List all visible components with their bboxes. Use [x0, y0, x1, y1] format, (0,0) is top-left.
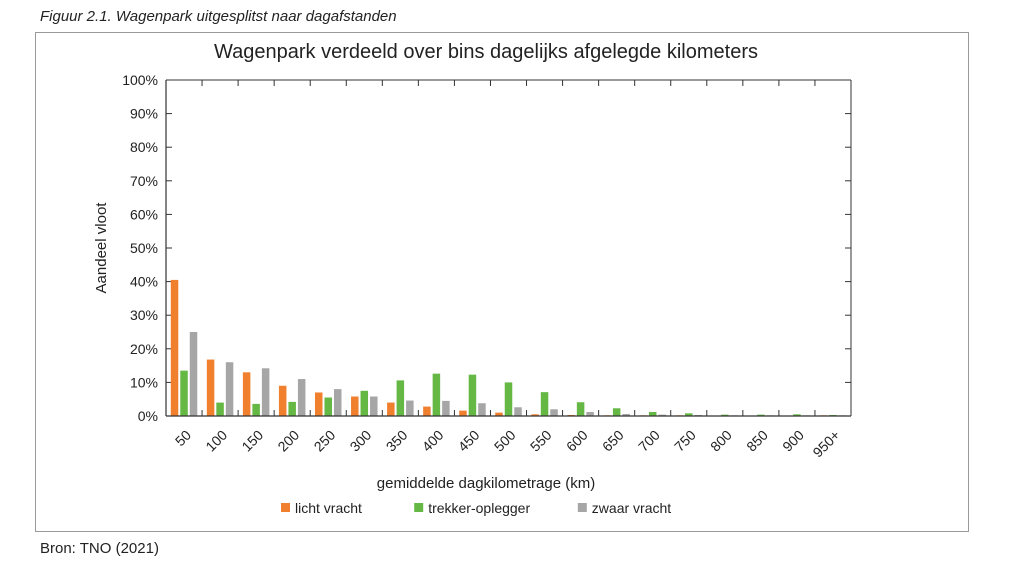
- x-tick-label: 150: [238, 427, 266, 455]
- bar-licht-vracht-400: [423, 406, 431, 416]
- legend-swatch: [281, 503, 290, 512]
- y-tick-label: 80%: [130, 139, 158, 155]
- bar-zwaar-vracht-550: [550, 409, 558, 416]
- bar-trekker-oplegger-400: [432, 373, 441, 416]
- chart-title: Wagenpark verdeeld over bins dagelijks a…: [214, 41, 758, 63]
- bar-zwaar-vracht-400: [442, 400, 450, 416]
- x-tick-label: 100: [202, 427, 230, 455]
- bar-zwaar-vracht-500: [514, 407, 522, 416]
- bar-trekker-oplegger-200: [288, 401, 296, 416]
- bar-zwaar-vracht-150: [261, 368, 270, 416]
- x-tick-label: 450: [455, 427, 483, 455]
- source-note: Bron: TNO (2021): [40, 540, 159, 557]
- x-tick-label: 950+: [809, 427, 843, 461]
- bar-trekker-oplegger-700: [648, 411, 657, 416]
- y-tick-label: 10%: [130, 374, 158, 390]
- y-tick-label: 70%: [130, 173, 158, 189]
- x-tick-label: 350: [383, 427, 411, 455]
- bar-trekker-oplegger-300: [360, 390, 369, 416]
- bar-licht-vracht-450: [459, 410, 467, 416]
- figure-caption: Figuur 2.1. Wagenpark uitgesplitst naar …: [40, 8, 397, 25]
- bar-trekker-oplegger-600: [576, 402, 585, 416]
- bar-licht-vracht-300: [351, 396, 359, 416]
- bar-zwaar-vracht-450: [478, 403, 486, 416]
- bar-zwaar-vracht-300: [370, 396, 378, 416]
- y-tick-label: 90%: [130, 106, 158, 122]
- y-tick-label: 100%: [122, 72, 158, 88]
- legend-label: trekker-oplegger: [428, 500, 530, 516]
- bar-trekker-oplegger-350: [396, 380, 405, 416]
- bar-trekker-oplegger-900: [793, 414, 801, 416]
- chart-frame: Wagenpark verdeeld over bins dagelijks a…: [35, 32, 969, 532]
- bar-licht-vracht-250: [314, 392, 323, 416]
- x-axis-label: gemiddelde dagkilometrage (km): [377, 475, 595, 492]
- legend: licht vracht trekker-oplegger zwaar vracht: [281, 500, 671, 516]
- y-tick-labels: 0% 10% 20% 30% 40% 50% 60% 70% 80% 90% 100%: [122, 72, 158, 424]
- bars: [170, 279, 847, 416]
- bar-trekker-oplegger-550: [540, 392, 549, 416]
- x-tick-label: 500: [491, 427, 519, 455]
- x-tick-label: 550: [527, 427, 555, 455]
- bar-trekker-oplegger-850: [757, 414, 765, 416]
- x-tick-label: 900: [779, 427, 807, 455]
- bar-trekker-oplegger-650: [612, 408, 621, 416]
- bar-zwaar-vracht-250: [333, 389, 342, 416]
- legend-label: zwaar vracht: [592, 500, 671, 516]
- x-tick-label: 800: [707, 427, 735, 455]
- legend-swatch: [414, 503, 424, 512]
- x-tick-label: 700: [635, 427, 663, 455]
- bar-zwaar-vracht-350: [406, 400, 414, 416]
- y-tick-label: 0%: [138, 408, 158, 424]
- bar-trekker-oplegger-100: [216, 402, 224, 416]
- bar-trekker-oplegger-450: [468, 374, 477, 416]
- x-tick-label: 200: [274, 427, 302, 455]
- y-tick-label: 60%: [130, 206, 158, 222]
- bar-licht-vracht-200: [278, 385, 287, 416]
- x-tick-labels: 50 100 150 200 250 300 350 400 450 500 550 600 650 70…: [172, 427, 843, 461]
- axes: [165, 79, 852, 417]
- bar-trekker-oplegger-500: [504, 382, 513, 416]
- bar-zwaar-vracht-650: [622, 413, 630, 416]
- bar-licht-vracht-550: [531, 414, 539, 416]
- bar-zwaar-vracht-50: [189, 332, 198, 416]
- x-tick-label: 750: [671, 427, 699, 455]
- bar-zwaar-vracht-200: [297, 379, 306, 416]
- bar-licht-vracht-100: [206, 359, 215, 416]
- y-tick-label: 40%: [130, 274, 158, 290]
- bar-zwaar-vracht-100: [225, 362, 234, 416]
- x-tick-label: 600: [563, 427, 591, 455]
- bar-trekker-oplegger-800: [721, 414, 729, 416]
- bar-licht-vracht-50: [170, 279, 179, 416]
- y-tick-label: 30%: [130, 307, 158, 323]
- bar-licht-vracht-350: [387, 402, 395, 416]
- bar-licht-vracht-500: [495, 412, 503, 416]
- bar-trekker-oplegger-50: [180, 370, 188, 416]
- bar-licht-vracht-150: [242, 372, 251, 416]
- bar-zwaar-vracht-700: [658, 414, 666, 416]
- bar-trekker-oplegger-750: [685, 413, 693, 416]
- bar-trekker-oplegger-150: [252, 403, 260, 416]
- x-tick-label: 850: [743, 427, 771, 455]
- x-tick-label: 650: [599, 427, 627, 455]
- bar-zwaar-vracht-600: [586, 411, 594, 416]
- y-tick-label: 20%: [130, 341, 158, 357]
- y-tick-label: 50%: [130, 240, 158, 256]
- legend-label: licht vracht: [295, 500, 362, 516]
- x-tick-label: 400: [419, 427, 447, 455]
- bar-chart: Wagenpark verdeeld over bins dagelijks a…: [93, 41, 852, 516]
- x-tick-label: 300: [347, 427, 375, 455]
- x-tick-label: 250: [311, 427, 339, 455]
- legend-swatch: [577, 503, 587, 512]
- x-tick-label: 50: [172, 427, 194, 449]
- y-axis-label: Aandeel vloot: [93, 202, 110, 294]
- bar-trekker-oplegger-250: [324, 397, 332, 416]
- y-gridlines: [166, 79, 851, 417]
